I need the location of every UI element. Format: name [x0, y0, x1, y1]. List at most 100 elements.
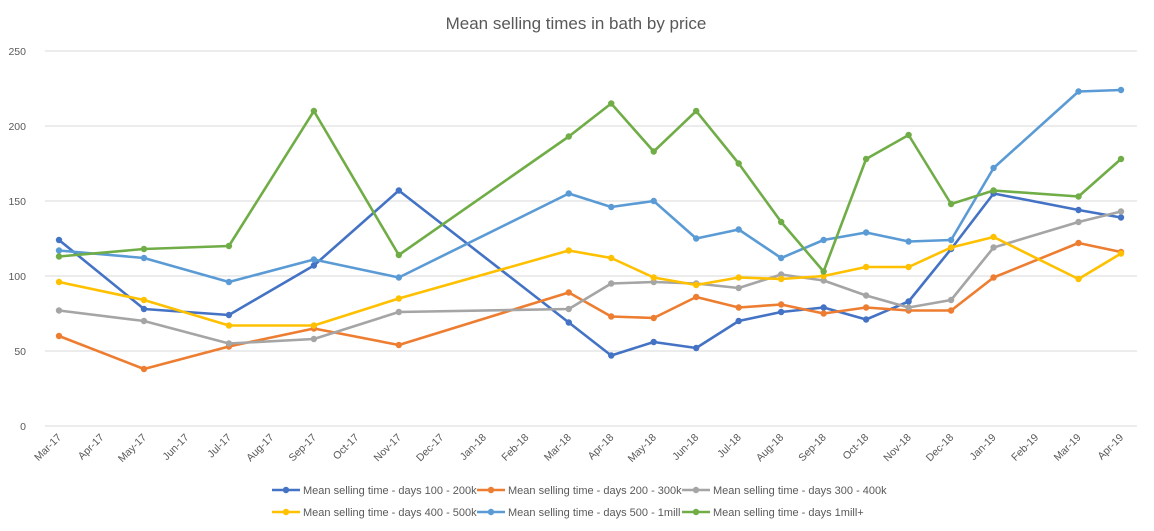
x-tick-label: Apr-19 [1095, 432, 1126, 463]
legend-marker [487, 486, 495, 494]
data-point [735, 160, 742, 167]
x-tick-label: Feb-18 [499, 432, 531, 464]
data-point [608, 254, 615, 262]
x-tick-label: Jan-19 [967, 432, 998, 463]
data-point [565, 305, 572, 313]
data-point [55, 253, 63, 260]
data-point [1075, 193, 1082, 200]
series-lines [55, 86, 1125, 373]
data-point [140, 245, 148, 253]
series-line [58, 102, 1122, 273]
data-point [777, 218, 785, 226]
data-point [1117, 208, 1125, 215]
data-point [1117, 155, 1125, 163]
data-point [1117, 214, 1125, 221]
x-tick-label: Feb-19 [1009, 432, 1041, 464]
data-point [693, 344, 700, 352]
data-point [140, 305, 148, 313]
data-point [777, 275, 785, 283]
data-point [693, 293, 700, 301]
data-point [565, 247, 572, 254]
data-point [650, 148, 657, 155]
data-point [693, 235, 700, 242]
data-point [990, 244, 997, 251]
x-tick-label: Sep-17 [287, 432, 320, 465]
data-point [225, 340, 233, 347]
series-line [58, 189, 1122, 357]
data-point [395, 308, 403, 316]
data-point [565, 319, 572, 326]
data-point [1117, 250, 1125, 257]
data-point [990, 164, 997, 172]
x-tick-label: Sep-18 [796, 432, 829, 465]
series-line [58, 88, 1122, 284]
series-4 [55, 233, 1125, 329]
data-point [608, 313, 615, 320]
legend-label: Mean selling time - days 400 - 500k [303, 507, 477, 519]
data-point [777, 254, 785, 262]
data-point [947, 296, 955, 304]
data-point [55, 332, 63, 340]
x-tick-label: Mar-17 [32, 432, 64, 464]
x-tick-label: Oct-18 [840, 432, 871, 463]
data-point [820, 236, 827, 244]
data-point [990, 187, 997, 194]
data-point [608, 352, 615, 359]
data-point [862, 229, 870, 236]
x-tick-label: Jan-18 [458, 432, 489, 463]
data-point [225, 278, 233, 286]
series-3 [55, 208, 1125, 347]
data-point [395, 251, 403, 259]
data-point [225, 242, 233, 250]
data-point [55, 236, 63, 244]
legend-entry: Mean selling time - days 100 - 200k [272, 485, 477, 497]
data-point [820, 304, 827, 311]
x-tick-label: Aug-17 [244, 432, 277, 465]
x-tick-label: Jul-17 [205, 432, 234, 461]
data-point [140, 365, 148, 373]
data-point [905, 304, 912, 311]
data-point [735, 284, 742, 292]
data-point [650, 197, 657, 205]
x-tick-label: Mar-18 [542, 432, 574, 464]
data-point [777, 308, 785, 316]
data-point [310, 262, 318, 269]
data-point [565, 289, 572, 296]
data-point [1075, 88, 1082, 95]
data-point [820, 272, 827, 280]
x-tick-label: May-18 [626, 432, 659, 465]
y-tick-label: 200 [8, 121, 26, 133]
y-tick-label: 50 [14, 346, 26, 358]
legend-label: Mean selling time - days 100 - 200k [303, 485, 477, 497]
data-point [55, 278, 63, 286]
legend-entry: Mean selling time - days 300 - 400k [682, 485, 887, 497]
data-point [905, 263, 912, 271]
data-point [693, 281, 700, 289]
series-1 [55, 187, 1125, 359]
data-point [990, 274, 997, 281]
legend-label: Mean selling time - days 200 - 300k [508, 485, 682, 497]
data-point [565, 190, 572, 197]
x-tick-label: Nov-17 [372, 432, 405, 465]
x-tick-label: Aug-18 [754, 432, 787, 465]
legend-label: Mean selling time - days 500 - 1mill [508, 507, 680, 519]
y-tick-label: 250 [8, 46, 26, 58]
legend-marker [282, 508, 290, 516]
x-tick-label: Oct-17 [331, 432, 362, 463]
data-point [1075, 206, 1082, 214]
data-point [650, 278, 657, 286]
data-point [735, 226, 742, 233]
data-point [225, 311, 233, 319]
data-point [735, 317, 742, 325]
legend-marker [487, 508, 495, 516]
x-tick-label: Apr-18 [586, 432, 617, 463]
data-point [820, 310, 827, 317]
data-point [735, 274, 742, 281]
data-point [947, 307, 955, 314]
data-point [1075, 218, 1082, 226]
data-point [990, 233, 997, 241]
series-5 [55, 86, 1125, 286]
chart-title: Mean selling times in bath by price [446, 14, 707, 33]
data-point [947, 236, 955, 244]
